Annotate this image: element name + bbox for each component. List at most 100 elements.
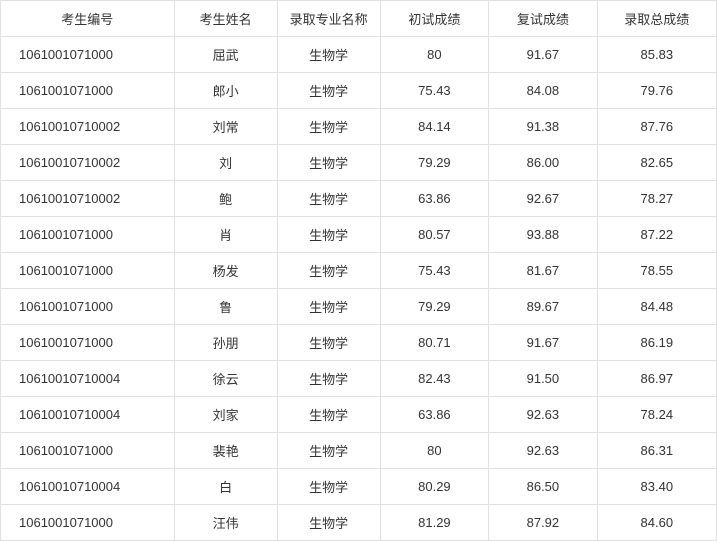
cell-name: 刘常 xyxy=(174,109,277,145)
cell-s1: 80.57 xyxy=(380,217,488,253)
cell-s3: 79.76 xyxy=(597,73,716,109)
cell-major: 生物学 xyxy=(277,253,380,289)
cell-s2: 86.00 xyxy=(489,145,597,181)
cell-s3: 82.65 xyxy=(597,145,716,181)
cell-s2: 91.50 xyxy=(489,361,597,397)
col-header-id: 考生编号 xyxy=(1,1,175,37)
admissions-table: 考生编号 考生姓名 录取专业名称 初试成绩 复试成绩 录取总成绩 1061001… xyxy=(0,0,717,541)
cell-major: 生物学 xyxy=(277,109,380,145)
cell-s2: 93.88 xyxy=(489,217,597,253)
table-row: 1061001071000汪伟生物学81.2987.9284.60 xyxy=(1,505,717,541)
cell-name: 徐云 xyxy=(174,361,277,397)
cell-id: 10610010710002 xyxy=(1,109,175,145)
cell-s3: 85.83 xyxy=(597,37,716,73)
cell-s2: 87.92 xyxy=(489,505,597,541)
cell-major: 生物学 xyxy=(277,361,380,397)
cell-s2: 86.50 xyxy=(489,469,597,505)
cell-s3: 84.48 xyxy=(597,289,716,325)
cell-s3: 86.31 xyxy=(597,433,716,469)
table-row: 10610010710002刘常生物学84.1491.3887.76 xyxy=(1,109,717,145)
cell-s1: 80.29 xyxy=(380,469,488,505)
cell-id: 1061001071000 xyxy=(1,37,175,73)
cell-major: 生物学 xyxy=(277,73,380,109)
cell-id: 1061001071000 xyxy=(1,325,175,361)
cell-id: 1061001071000 xyxy=(1,217,175,253)
table-row: 1061001071000屈武生物学8091.6785.83 xyxy=(1,37,717,73)
cell-major: 生物学 xyxy=(277,289,380,325)
cell-id: 10610010710004 xyxy=(1,469,175,505)
cell-s3: 84.60 xyxy=(597,505,716,541)
cell-s1: 80.71 xyxy=(380,325,488,361)
cell-major: 生物学 xyxy=(277,217,380,253)
cell-s1: 84.14 xyxy=(380,109,488,145)
cell-major: 生物学 xyxy=(277,37,380,73)
cell-major: 生物学 xyxy=(277,433,380,469)
cell-s2: 91.38 xyxy=(489,109,597,145)
cell-major: 生物学 xyxy=(277,397,380,433)
cell-id: 1061001071000 xyxy=(1,73,175,109)
table-row: 1061001071000肖生物学80.5793.8887.22 xyxy=(1,217,717,253)
cell-name: 汪伟 xyxy=(174,505,277,541)
cell-s3: 78.55 xyxy=(597,253,716,289)
col-header-s2: 复试成绩 xyxy=(489,1,597,37)
cell-s3: 86.97 xyxy=(597,361,716,397)
cell-s3: 86.19 xyxy=(597,325,716,361)
cell-name: 杨发 xyxy=(174,253,277,289)
table-row: 10610010710004刘家生物学63.8692.6378.24 xyxy=(1,397,717,433)
cell-s1: 79.29 xyxy=(380,289,488,325)
cell-name: 肖 xyxy=(174,217,277,253)
table-header-row: 考生编号 考生姓名 录取专业名称 初试成绩 复试成绩 录取总成绩 xyxy=(1,1,717,37)
table-row: 10610010710002鲍生物学63.8692.6778.27 xyxy=(1,181,717,217)
cell-id: 10610010710002 xyxy=(1,145,175,181)
cell-s1: 75.43 xyxy=(380,253,488,289)
cell-s1: 80 xyxy=(380,37,488,73)
cell-s1: 81.29 xyxy=(380,505,488,541)
col-header-s1: 初试成绩 xyxy=(380,1,488,37)
cell-major: 生物学 xyxy=(277,505,380,541)
cell-s2: 91.67 xyxy=(489,37,597,73)
cell-s1: 75.43 xyxy=(380,73,488,109)
cell-s3: 78.27 xyxy=(597,181,716,217)
cell-s1: 63.86 xyxy=(380,181,488,217)
cell-s3: 87.76 xyxy=(597,109,716,145)
cell-s2: 92.63 xyxy=(489,397,597,433)
cell-major: 生物学 xyxy=(277,181,380,217)
table-row: 10610010710004徐云生物学82.4391.5086.97 xyxy=(1,361,717,397)
cell-name: 刘家 xyxy=(174,397,277,433)
cell-id: 10610010710002 xyxy=(1,181,175,217)
cell-name: 鲍 xyxy=(174,181,277,217)
col-header-s3: 录取总成绩 xyxy=(597,1,716,37)
cell-s2: 92.63 xyxy=(489,433,597,469)
cell-s3: 83.40 xyxy=(597,469,716,505)
table-row: 10610010710004白生物学80.2986.5083.40 xyxy=(1,469,717,505)
cell-name: 孙朋 xyxy=(174,325,277,361)
table-row: 1061001071000鲁生物学79.2989.6784.48 xyxy=(1,289,717,325)
cell-id: 1061001071000 xyxy=(1,433,175,469)
cell-name: 郎小 xyxy=(174,73,277,109)
cell-name: 鲁 xyxy=(174,289,277,325)
cell-id: 1061001071000 xyxy=(1,289,175,325)
table-row: 10610010710002刘生物学79.2986.0082.65 xyxy=(1,145,717,181)
cell-major: 生物学 xyxy=(277,469,380,505)
cell-s3: 78.24 xyxy=(597,397,716,433)
cell-s1: 82.43 xyxy=(380,361,488,397)
col-header-name: 考生姓名 xyxy=(174,1,277,37)
cell-s2: 84.08 xyxy=(489,73,597,109)
table-row: 1061001071000郎小生物学75.4384.0879.76 xyxy=(1,73,717,109)
cell-id: 10610010710004 xyxy=(1,361,175,397)
col-header-major: 录取专业名称 xyxy=(277,1,380,37)
cell-id: 1061001071000 xyxy=(1,505,175,541)
cell-s2: 92.67 xyxy=(489,181,597,217)
cell-name: 刘 xyxy=(174,145,277,181)
cell-major: 生物学 xyxy=(277,325,380,361)
cell-s2: 91.67 xyxy=(489,325,597,361)
cell-s2: 89.67 xyxy=(489,289,597,325)
table-row: 1061001071000孙朋生物学80.7191.6786.19 xyxy=(1,325,717,361)
table-row: 1061001071000杨发生物学75.4381.6778.55 xyxy=(1,253,717,289)
cell-s1: 80 xyxy=(380,433,488,469)
cell-s3: 87.22 xyxy=(597,217,716,253)
cell-id: 10610010710004 xyxy=(1,397,175,433)
cell-name: 裴艳 xyxy=(174,433,277,469)
cell-s1: 63.86 xyxy=(380,397,488,433)
cell-s1: 79.29 xyxy=(380,145,488,181)
